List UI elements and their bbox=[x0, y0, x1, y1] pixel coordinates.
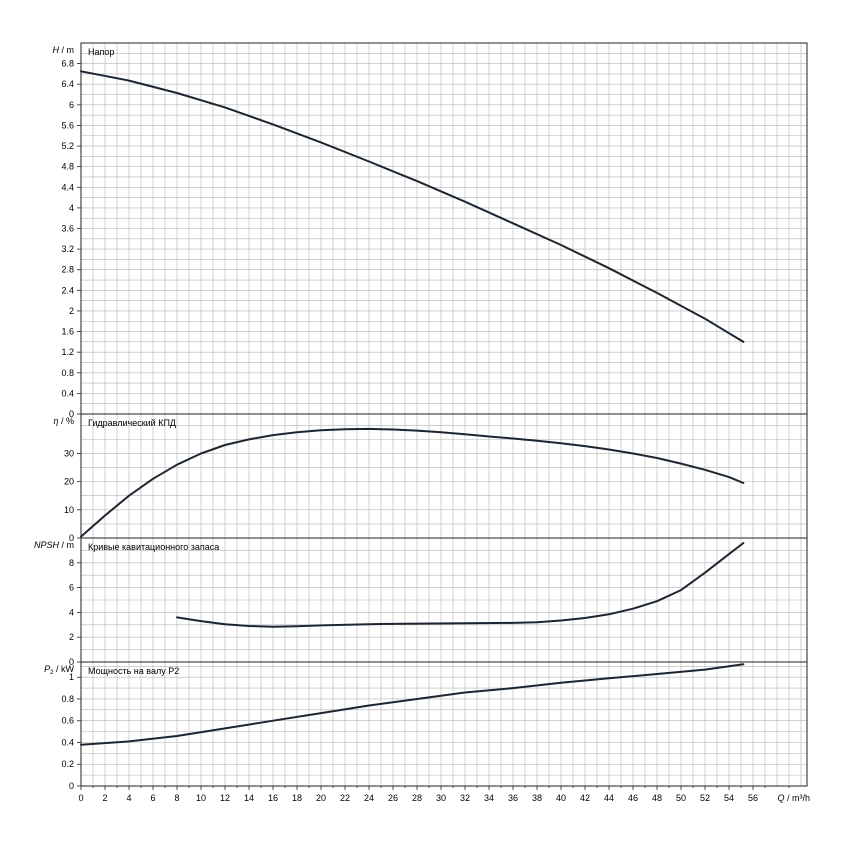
x-tick-label: 18 bbox=[292, 793, 302, 803]
x-tick-label: 2 bbox=[102, 793, 107, 803]
y-axis-symbol: η bbox=[53, 416, 58, 426]
panel-frame-power bbox=[80, 661, 808, 787]
y-tick-label: 0.4 bbox=[61, 737, 74, 747]
y-axis-symbol: P bbox=[44, 664, 50, 674]
y-tick-label: 8 bbox=[69, 558, 74, 568]
y-tick-label: 5.2 bbox=[61, 141, 74, 151]
x-tick-label: 4 bbox=[126, 793, 131, 803]
x-tick-label: 46 bbox=[628, 793, 638, 803]
x-tick-label: 42 bbox=[580, 793, 590, 803]
y-tick-label: 3.6 bbox=[61, 224, 74, 234]
x-tick-label: 28 bbox=[412, 793, 422, 803]
x-tick-label: 52 bbox=[700, 793, 710, 803]
panel-title-power: Мощность на валу P2 bbox=[88, 666, 179, 676]
y-tick-label: 10 bbox=[64, 505, 74, 515]
x-tick-label: 44 bbox=[604, 793, 614, 803]
y-tick-label: 1 bbox=[69, 672, 74, 682]
y-axis-subscript: 2 bbox=[50, 670, 54, 676]
x-tick-label: 22 bbox=[340, 793, 350, 803]
y-tick-label: 0 bbox=[69, 657, 74, 667]
y-tick-label: 2 bbox=[69, 632, 74, 642]
y-tick-label: 0 bbox=[69, 781, 74, 791]
y-tick-label: 0 bbox=[69, 533, 74, 543]
x-tick-label: 32 bbox=[460, 793, 470, 803]
panel-title-efficiency: Гидравлический КПД bbox=[88, 418, 176, 428]
x-tick-label: 48 bbox=[652, 793, 662, 803]
x-tick-label: 54 bbox=[724, 793, 734, 803]
y-tick-label: 0.6 bbox=[61, 716, 74, 726]
x-tick-label: 36 bbox=[508, 793, 518, 803]
x-tick-label: 50 bbox=[676, 793, 686, 803]
x-tick-label: 6 bbox=[150, 793, 155, 803]
x-tick-label: 12 bbox=[220, 793, 230, 803]
y-tick-label: 6.8 bbox=[61, 59, 74, 69]
y-tick-label: 3.2 bbox=[61, 244, 74, 254]
y-tick-label: 4 bbox=[69, 607, 74, 617]
x-tick-label: 10 bbox=[196, 793, 206, 803]
x-tick-label: 40 bbox=[556, 793, 566, 803]
y-axis-unit: % bbox=[66, 416, 74, 426]
x-tick-label: 38 bbox=[532, 793, 542, 803]
y-tick-label: 2.8 bbox=[61, 265, 74, 275]
y-axis-label-power: P2 / kW bbox=[44, 664, 74, 676]
y-tick-label: 6 bbox=[69, 583, 74, 593]
y-axis-label-efficiency: η / % bbox=[53, 416, 74, 426]
y-axis-symbol: H bbox=[52, 45, 59, 55]
y-tick-label: 4.4 bbox=[61, 182, 74, 192]
x-tick-label: 20 bbox=[316, 793, 326, 803]
y-tick-label: 0.2 bbox=[61, 759, 74, 769]
x-tick-label: 56 bbox=[748, 793, 758, 803]
y-tick-label: 6 bbox=[69, 100, 74, 110]
npsh-curve bbox=[176, 542, 745, 628]
x-tick-label: 16 bbox=[268, 793, 278, 803]
efficiency-curve bbox=[80, 427, 745, 538]
x-tick-label: 30 bbox=[436, 793, 446, 803]
y-tick-label: 4.8 bbox=[61, 162, 74, 172]
x-tick-label: 26 bbox=[388, 793, 398, 803]
y-axis-symbol: NPSH bbox=[34, 540, 60, 550]
y-axis-unit: kW bbox=[61, 664, 75, 674]
y-axis-label-head: H / m bbox=[52, 45, 74, 55]
panel-title-npsh: Кривые кавитационного запаса bbox=[88, 542, 219, 552]
y-tick-label: 1.6 bbox=[61, 327, 74, 337]
x-tick-label: 14 bbox=[244, 793, 254, 803]
y-tick-label: 5.6 bbox=[61, 120, 74, 130]
x-axis-unit: m³/h bbox=[792, 793, 810, 803]
x-tick-label: 8 bbox=[174, 793, 179, 803]
y-tick-label: 0.8 bbox=[61, 368, 74, 378]
x-axis-symbol: Q bbox=[777, 793, 784, 803]
y-tick-label: 2.4 bbox=[61, 285, 74, 295]
x-axis-label: Q / m³/h bbox=[777, 793, 810, 803]
x-tick-label: 24 bbox=[364, 793, 374, 803]
y-tick-label: 0.4 bbox=[61, 388, 74, 398]
panel-title-head: Напор bbox=[88, 47, 114, 57]
y-tick-label: 0.8 bbox=[61, 694, 74, 704]
y-axis-label-npsh: NPSH / m bbox=[34, 540, 74, 550]
y-tick-label: 20 bbox=[64, 477, 74, 487]
y-tick-label: 30 bbox=[64, 448, 74, 458]
head-curve bbox=[80, 70, 745, 343]
y-tick-label: 0 bbox=[69, 409, 74, 419]
y-tick-label: 2 bbox=[69, 306, 74, 316]
y-tick-label: 1.2 bbox=[61, 347, 74, 357]
y-tick-label: 6.4 bbox=[61, 79, 74, 89]
x-tick-label: 34 bbox=[484, 793, 494, 803]
y-tick-label: 4 bbox=[69, 203, 74, 213]
power-curve bbox=[80, 663, 745, 746]
y-axis-unit: m bbox=[67, 45, 75, 55]
y-axis-unit: m bbox=[67, 540, 75, 550]
x-tick-label: 0 bbox=[78, 793, 83, 803]
